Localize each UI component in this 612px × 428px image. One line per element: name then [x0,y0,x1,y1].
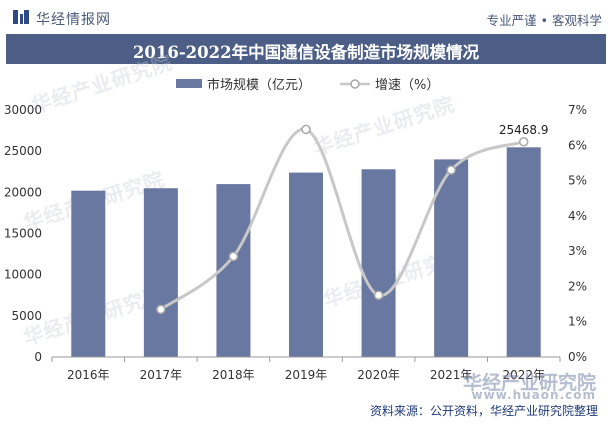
legend-item-line: 增速（%） [340,74,439,93]
y-left-tick-label: 10000 [4,268,42,282]
growth-point-2017年 [156,304,166,315]
data-label: 25468.9 [499,123,549,137]
x-tick-label: 2019年 [285,368,328,382]
x-tick-label: 2021年 [430,368,473,382]
y-right-tick-label: 3% [568,244,587,258]
y-right-tick-label: 5% [568,174,587,188]
y-right-tick-label: 4% [568,209,587,223]
bar-2017年 [143,188,178,357]
slogan: 专业严谨 • 客观科学 [486,13,602,28]
bar-2020年 [361,169,396,357]
legend-item-bar: 市场规模（亿元） [176,74,311,93]
y-left-tick-label: 30000 [4,103,42,117]
y-left-tick-label: 15000 [4,227,42,241]
watermark-logo: 华经产业研究院 [462,372,596,394]
y-right-tick-label: 0% [568,350,587,364]
legend: 市场规模（亿元） 增速（%） [0,74,612,94]
x-tick-label: 2018年 [212,368,255,382]
y-left-tick-label: 20000 [4,185,42,199]
growth-point-2018年 [228,251,239,262]
bar-2022年 [506,147,541,357]
y-right-tick-label: 6% [568,138,587,152]
brand-name: 华经情报网 [36,12,111,28]
y-left-tick-label: 25000 [4,144,42,158]
legend-line-label: 增速（%） [375,78,440,93]
y-left-tick-label: 5000 [11,309,42,323]
bar-2016年 [71,190,106,357]
y-right-tick-label: 7% [568,103,587,117]
legend-bar-label: 市场规模（亿元） [207,78,312,93]
x-tick-label: 2016年 [67,368,110,382]
bar-2019年 [289,172,323,357]
growth-line [159,127,525,311]
legend-bar-swatch [176,79,202,88]
title-band: 2016-2022年中国通信设备制造市场规模情况 [6,34,606,64]
top-bar: 华经情报网 专业严谨 • 客观科学 [0,0,612,34]
x-tick-label: 2022年 [502,368,545,382]
bar-2021年 [434,159,469,357]
y-left-tick-label: 0 [34,350,42,364]
source-note: 资料来源：公开资料，华经产业研究院整理 [369,404,598,418]
chart-title: 2016-2022年中国通信设备制造市场规模情况 [132,43,480,62]
growth-point-2021年 [446,165,456,175]
growth-point-2022年 [518,137,529,147]
watermark-url: www.huaon.com [471,388,596,402]
growth-point-2020年 [373,290,384,300]
legend-line-swatch [340,78,370,89]
brand-logo-icon [13,10,29,24]
x-tick-label: 2017年 [140,368,183,382]
growth-point-2019年 [301,124,311,135]
x-tick-label: 2020年 [357,368,400,382]
y-right-tick-label: 1% [568,315,587,329]
y-right-tick-label: 2% [568,279,587,293]
